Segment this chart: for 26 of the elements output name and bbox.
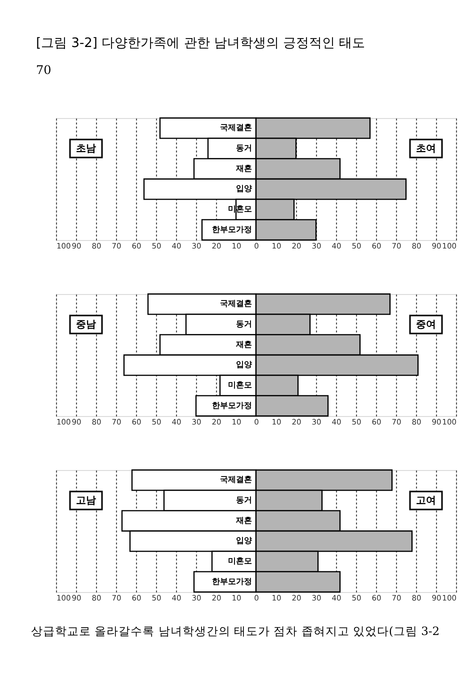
- y-tick-label: 미혼모: [228, 380, 252, 390]
- y-tick-label: 동거: [236, 144, 252, 152]
- text: 중남: [76, 320, 96, 330]
- y-tick-label: 동거: [236, 496, 252, 504]
- text: 고남: [76, 496, 96, 506]
- text: 초여: [416, 144, 436, 154]
- y-tick-label: 국제결혼: [220, 475, 252, 484]
- y-tick-label: 입양: [236, 184, 252, 194]
- text: 초남: [76, 144, 96, 154]
- text: 70: [36, 63, 52, 77]
- y-tick-label: 재혼: [235, 516, 252, 525]
- y-tick-label: 입양: [236, 360, 252, 370]
- y-tick-label: 한부모가정: [212, 576, 252, 586]
- y-tick-label: 국제결혼: [220, 123, 252, 132]
- y-tick-label: 동거: [236, 320, 252, 328]
- y-tick-label: 한부모가정: [212, 224, 252, 234]
- y-tick-label: 국제결혼: [220, 299, 252, 308]
- chart-title: [그림 3-2] 다양한가족에 관한 남녀학생의 긍정적인 태도: [36, 36, 366, 51]
- y-tick-label: 한부모가정: [212, 400, 252, 410]
- text: 고여: [416, 496, 436, 506]
- y-tick-label: 입양: [236, 536, 252, 546]
- y-tick-label: 재혼: [235, 340, 252, 349]
- y-tick-label: 재혼: [235, 164, 252, 173]
- text: 상급학교로 올라갈수록 남녀학생간의 태도가 점차 좁혀지고 있었다(그림 3-2: [31, 624, 440, 638]
- y-tick-label: 미혼모: [228, 556, 252, 566]
- text: 중여: [416, 320, 436, 330]
